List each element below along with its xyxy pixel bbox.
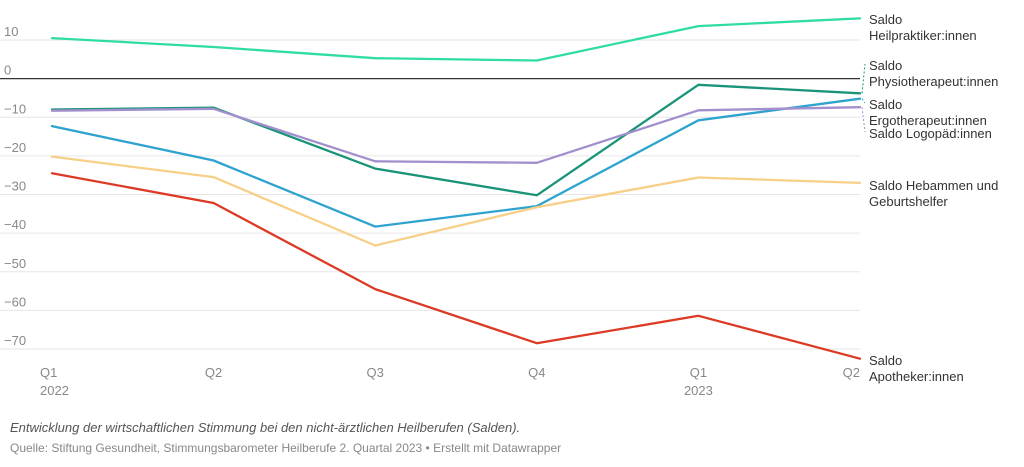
x-tick-label: Q1 [40, 365, 57, 380]
x-tick-label: Q2 [205, 365, 222, 380]
series-labels: SaldoHeilpraktiker:innenSaldoPhysiothera… [869, 12, 998, 384]
series-label: Saldo [869, 12, 902, 27]
y-tick-label: −20 [4, 140, 26, 155]
series-line [50, 83, 862, 197]
y-tick-label: −60 [4, 294, 26, 309]
series-label: Heilpraktiker:innen [869, 28, 977, 43]
series-label: Saldo [869, 353, 902, 368]
y-tick-label: −40 [4, 217, 26, 232]
chart-description: Entwicklung der wirtschaftlichen Stimmun… [10, 420, 521, 435]
series-label: Physiotherapeut:innen [869, 74, 998, 89]
series-label: Saldo Hebammen und [869, 178, 998, 193]
label-connectors [861, 63, 866, 133]
x-tick-label: Q4 [528, 365, 545, 380]
y-tick-label: 0 [4, 63, 11, 78]
series-line [50, 155, 862, 247]
y-tick-label: −30 [4, 179, 26, 194]
chart-notes: Entwicklung der wirtschaftlichen Stimmun… [10, 420, 1010, 455]
chart-svg: 10 0 −10 −20 −30 −40 −50 −60 −70 Q1 2022 Q2 Q3 Q4 Q1 2… [0, 12, 998, 398]
label-connector [861, 107, 866, 133]
y-axis-ticks: 10 0 −10 −20 −30 −40 −50 −60 −70 [4, 24, 26, 348]
series-line [50, 97, 862, 228]
label-connector [861, 63, 866, 94]
series-line [50, 172, 862, 360]
y-tick-label: −50 [4, 256, 26, 271]
series-line [50, 106, 862, 164]
label-connector [861, 98, 866, 104]
series-label: Saldo [869, 97, 902, 112]
line-chart: 10 0 −10 −20 −30 −40 −50 −60 −70 Q1 2022 Q2 Q3 Q4 Q1 2… [0, 12, 998, 398]
x-tick-label: Q3 [367, 365, 384, 380]
series-layer [50, 17, 862, 360]
y-tick-label: −70 [4, 333, 26, 348]
series-label: Geburtshelfer [869, 194, 948, 209]
y-tick-label: 10 [4, 24, 18, 39]
series-label: Apotheker:innen [869, 369, 964, 384]
x-tick-year: 2022 [40, 383, 69, 398]
x-tick-label: Q1 [690, 365, 707, 380]
x-tick-label: Q2 [843, 365, 860, 380]
series-label: Ergotherapeut:innen [869, 113, 987, 128]
x-tick-year: 2023 [684, 383, 713, 398]
series-label: Saldo Logopäd:innen [869, 126, 992, 141]
y-tick-label: −10 [4, 101, 26, 116]
series-line [50, 17, 862, 62]
chart-source: Quelle: Stiftung Gesundheit, Stimmungsba… [10, 441, 562, 455]
x-axis-ticks: Q1 2022 Q2 Q3 Q4 Q1 2023 Q2 [40, 365, 860, 398]
series-label: Saldo [869, 58, 902, 73]
